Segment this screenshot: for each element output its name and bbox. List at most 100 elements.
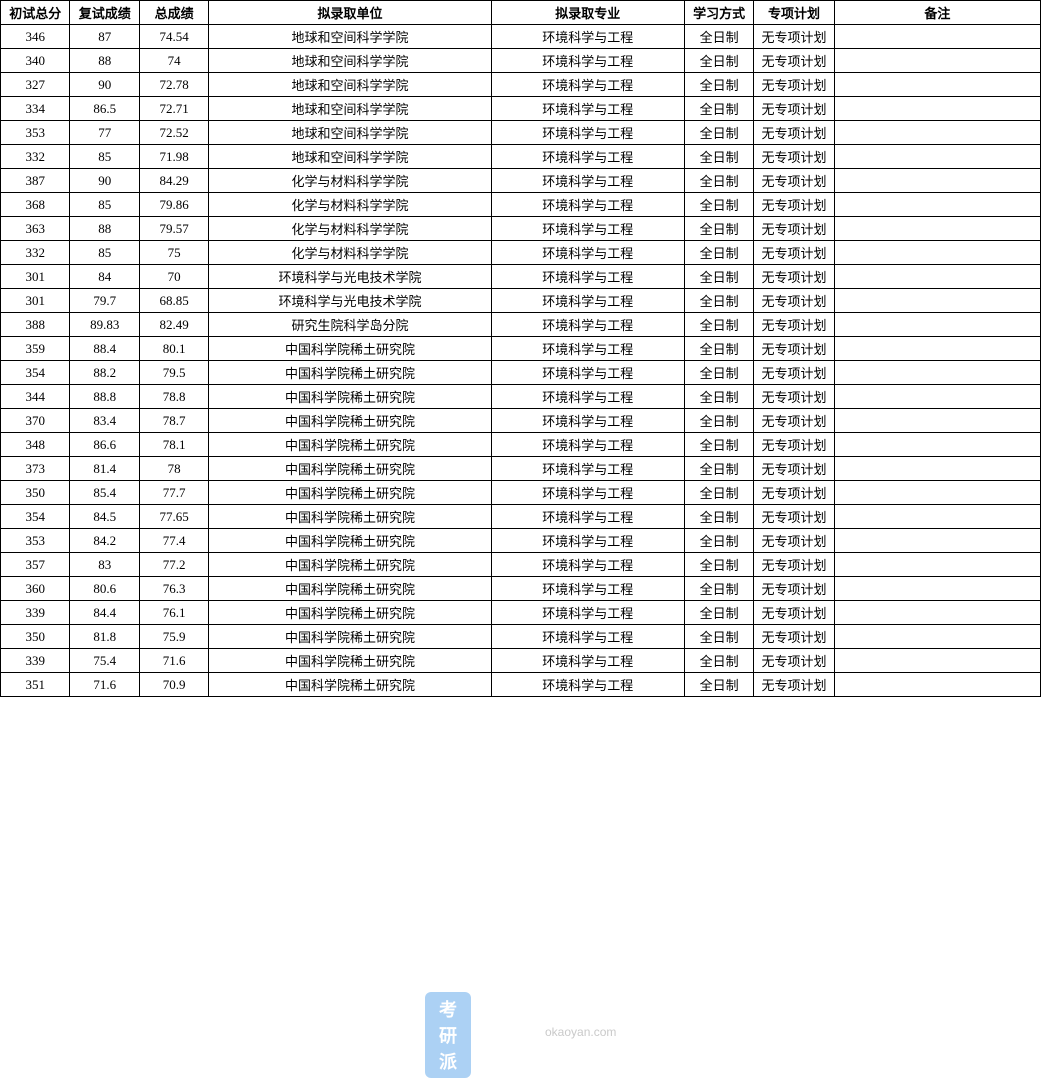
table-cell: 无专项计划 (754, 97, 834, 121)
table-cell: 全日制 (684, 481, 753, 505)
table-cell: 环境科学与工程 (491, 265, 684, 289)
table-cell: 85 (70, 145, 139, 169)
table-cell: 化学与材料科学学院 (209, 169, 491, 193)
table-cell: 68.85 (139, 289, 208, 313)
table-cell (834, 313, 1040, 337)
table-cell: 88 (70, 217, 139, 241)
table-cell (834, 481, 1040, 505)
table-cell: 全日制 (684, 169, 753, 193)
table-cell: 中国科学院稀土研究院 (209, 433, 491, 457)
table-cell: 75.4 (70, 649, 139, 673)
table-cell: 353 (1, 529, 70, 553)
table-cell: 88.4 (70, 337, 139, 361)
table-cell: 334 (1, 97, 70, 121)
table-cell: 无专项计划 (754, 265, 834, 289)
table-cell: 无专项计划 (754, 313, 834, 337)
table-cell: 301 (1, 265, 70, 289)
table-cell: 332 (1, 241, 70, 265)
table-cell: 中国科学院稀土研究院 (209, 361, 491, 385)
table-cell: 化学与材料科学学院 (209, 193, 491, 217)
watermark-subtext: okaoyan.com (545, 1025, 616, 1039)
table-cell: 74 (139, 49, 208, 73)
table-cell: 85 (70, 193, 139, 217)
table-cell: 81.8 (70, 625, 139, 649)
table-cell: 79.7 (70, 289, 139, 313)
table-cell: 无专项计划 (754, 457, 834, 481)
table-cell: 环境科学与工程 (491, 577, 684, 601)
table-cell: 环境科学与工程 (491, 457, 684, 481)
table-cell (834, 649, 1040, 673)
table-cell: 78.1 (139, 433, 208, 457)
table-cell: 无专项计划 (754, 553, 834, 577)
table-cell: 无专项计划 (754, 673, 834, 697)
column-header: 备注 (834, 1, 1040, 25)
table-cell: 中国科学院稀土研究院 (209, 553, 491, 577)
table-cell: 全日制 (684, 553, 753, 577)
table-cell: 72.52 (139, 121, 208, 145)
table-cell (834, 673, 1040, 697)
table-cell: 无专项计划 (754, 481, 834, 505)
table-row: 37083.478.7中国科学院稀土研究院环境科学与工程全日制无专项计划 (1, 409, 1041, 433)
table-row: 35081.875.9中国科学院稀土研究院环境科学与工程全日制无专项计划 (1, 625, 1041, 649)
table-cell: 无专项计划 (754, 337, 834, 361)
table-cell: 环境科学与工程 (491, 481, 684, 505)
table-cell: 环境科学与工程 (491, 121, 684, 145)
table-row: 37381.478中国科学院稀土研究院环境科学与工程全日制无专项计划 (1, 457, 1041, 481)
table-cell: 90 (70, 73, 139, 97)
table-row: 3688579.86化学与材料科学学院环境科学与工程全日制无专项计划 (1, 193, 1041, 217)
table-cell: 340 (1, 49, 70, 73)
table-cell: 75 (139, 241, 208, 265)
table-cell: 中国科学院稀土研究院 (209, 673, 491, 697)
column-header: 拟录取单位 (209, 1, 491, 25)
table-cell: 368 (1, 193, 70, 217)
table-cell: 79.57 (139, 217, 208, 241)
table-cell: 中国科学院稀土研究院 (209, 625, 491, 649)
table-cell: 全日制 (684, 313, 753, 337)
table-cell: 环境科学与工程 (491, 601, 684, 625)
table-cell: 无专项计划 (754, 577, 834, 601)
table-cell: 357 (1, 553, 70, 577)
table-cell: 环境科学与工程 (491, 337, 684, 361)
table-cell: 地球和空间科学学院 (209, 25, 491, 49)
table-cell: 348 (1, 433, 70, 457)
column-header: 专项计划 (754, 1, 834, 25)
table-row: 35171.670.9中国科学院稀土研究院环境科学与工程全日制无专项计划 (1, 673, 1041, 697)
table-cell: 中国科学院稀土研究院 (209, 385, 491, 409)
table-cell: 全日制 (684, 529, 753, 553)
table-cell: 环境科学与工程 (491, 97, 684, 121)
table-cell: 全日制 (684, 361, 753, 385)
table-row: 34886.678.1中国科学院稀土研究院环境科学与工程全日制无专项计划 (1, 433, 1041, 457)
table-cell: 环境科学与工程 (491, 673, 684, 697)
table-cell: 无专项计划 (754, 433, 834, 457)
table-cell (834, 409, 1040, 433)
table-cell: 环境科学与工程 (491, 649, 684, 673)
table-cell: 85.4 (70, 481, 139, 505)
table-cell: 全日制 (684, 73, 753, 97)
table-cell: 全日制 (684, 601, 753, 625)
table-cell (834, 361, 1040, 385)
watermark-badge: 考研派 (425, 992, 471, 1078)
table-cell: 环境科学与工程 (491, 361, 684, 385)
table-cell: 84.5 (70, 505, 139, 529)
table-cell: 无专项计划 (754, 649, 834, 673)
table-cell: 无专项计划 (754, 169, 834, 193)
table-cell: 90 (70, 169, 139, 193)
table-cell: 环境科学与工程 (491, 241, 684, 265)
table-cell: 74.54 (139, 25, 208, 49)
table-cell: 环境科学与工程 (491, 73, 684, 97)
table-cell: 无专项计划 (754, 121, 834, 145)
table-cell: 全日制 (684, 217, 753, 241)
table-cell: 78 (139, 457, 208, 481)
table-cell: 中国科学院稀土研究院 (209, 337, 491, 361)
table-cell: 86.5 (70, 97, 139, 121)
table-cell: 370 (1, 409, 70, 433)
table-row: 3879084.29化学与材料科学学院环境科学与工程全日制无专项计划 (1, 169, 1041, 193)
table-cell: 全日制 (684, 625, 753, 649)
table-cell (834, 433, 1040, 457)
column-header: 复试成绩 (70, 1, 139, 25)
table-cell: 87 (70, 25, 139, 49)
table-cell: 中国科学院稀土研究院 (209, 457, 491, 481)
table-cell: 化学与材料科学学院 (209, 217, 491, 241)
table-cell: 全日制 (684, 121, 753, 145)
table-cell: 地球和空间科学学院 (209, 145, 491, 169)
